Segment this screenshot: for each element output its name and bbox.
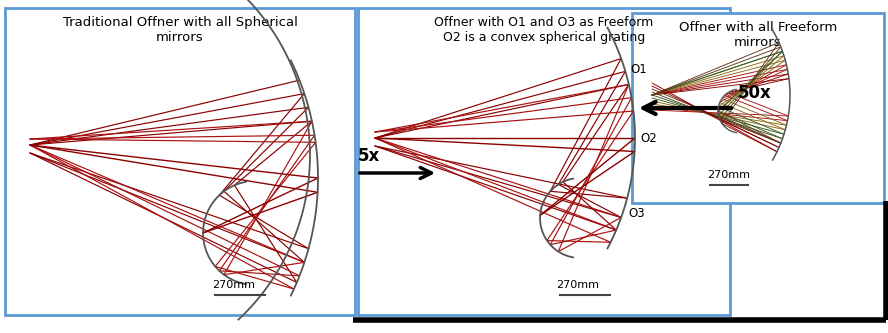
Text: 270mm: 270mm [556, 280, 599, 290]
Text: 50x: 50x [738, 84, 772, 102]
Text: 270mm: 270mm [212, 280, 255, 290]
Bar [358, 8, 730, 315]
Bar [5, 8, 355, 315]
Text: Offner with O1 and O3 as Freeform
O2 is a convex spherical grating: Offner with O1 and O3 as Freeform O2 is … [434, 16, 654, 44]
Text: Traditional Offner with all Spherical
mirrors: Traditional Offner with all Spherical mi… [62, 16, 297, 44]
Text: O2: O2 [640, 132, 657, 145]
Text: O3: O3 [629, 206, 645, 219]
Text: O1: O1 [630, 63, 647, 76]
Text: 5x: 5x [358, 147, 380, 165]
Text: 270mm: 270mm [707, 170, 750, 180]
Bar [632, 13, 884, 203]
Text: Offner with all Freeform
mirrors: Offner with all Freeform mirrors [678, 21, 837, 49]
